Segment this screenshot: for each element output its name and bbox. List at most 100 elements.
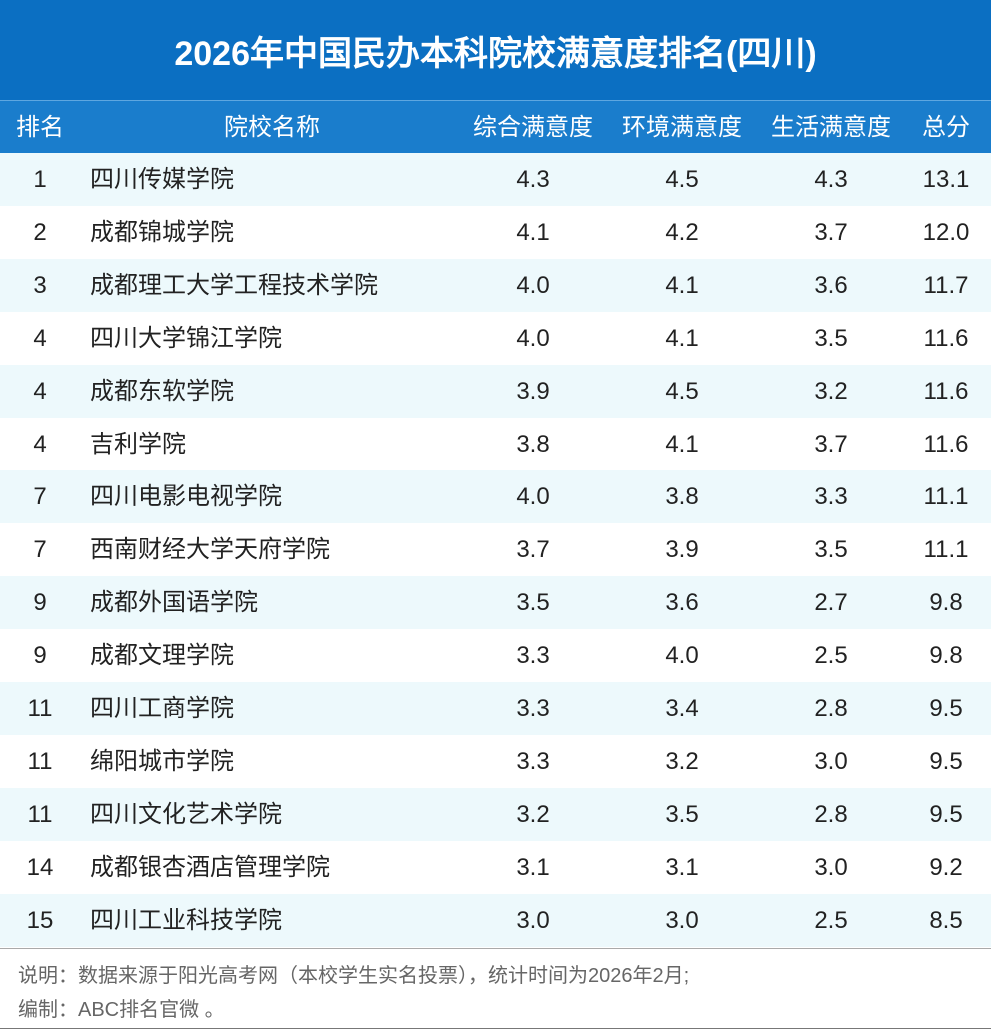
table-cell: 4.1 xyxy=(665,430,699,458)
table-row: 11 绵阳城市学院 3.3 3.2 3.0 9.5 xyxy=(0,735,991,788)
table-cell: 3.7 xyxy=(814,218,848,246)
table-cell: 吉利学院 xyxy=(90,430,186,458)
table-cell: 3.9 xyxy=(665,536,699,564)
table-cell: 3.0 xyxy=(814,853,848,881)
table-cell: 4.1 xyxy=(516,218,550,246)
table-cell: 4 xyxy=(33,430,47,458)
table-row: 14 成都银杏酒店管理学院 3.1 3.1 3.0 9.2 xyxy=(0,841,991,894)
table-cell: 2.5 xyxy=(814,906,848,934)
table-cell: 1 xyxy=(33,166,47,193)
table-row: 15 四川工业科技学院 3.0 3.0 2.5 8.5 xyxy=(0,893,991,947)
table-cell: 3.5 xyxy=(814,536,848,564)
table-cell: 11.1 xyxy=(923,483,969,511)
table-cell: 3.3 xyxy=(814,483,848,511)
table-cell: 11.7 xyxy=(923,271,969,299)
table-cell: 3.3 xyxy=(516,642,550,670)
table-cell: 2.5 xyxy=(814,642,848,670)
table-row: 3 成都理工大学工程技术学院 4.0 4.1 3.6 11.7 xyxy=(0,258,991,312)
header-cell: 排名 xyxy=(16,114,64,141)
table-cell: 11 xyxy=(27,800,53,828)
table-row: 1 四川传媒学院 4.3 4.5 4.3 13.1 xyxy=(0,153,991,206)
table-row: 4 四川大学锦江学院 4.0 4.1 3.5 11.6 xyxy=(0,312,991,365)
table-cell: 9.5 xyxy=(929,800,963,828)
table-cell: 3.5 xyxy=(665,800,699,828)
table-cell: 3.8 xyxy=(516,430,550,458)
footer-note: 编制：ABC排名官微 。 xyxy=(18,999,225,1021)
header-cell: 生活满意度 xyxy=(771,114,891,141)
table-cell: 3.3 xyxy=(516,747,550,775)
table-row: 4 吉利学院 3.8 4.1 3.7 11.6 xyxy=(0,418,991,471)
table-cell: 3.6 xyxy=(665,589,699,617)
table-cell: 4.0 xyxy=(516,483,550,511)
table-cell: 9.8 xyxy=(929,642,963,670)
table-cell: 2.7 xyxy=(814,589,848,617)
table-row: 9 成都文理学院 3.3 4.0 2.5 9.8 xyxy=(0,629,991,682)
table-cell: 3.5 xyxy=(516,589,550,617)
header-cell: 综合满意度 xyxy=(473,114,593,141)
table-cell: 4.0 xyxy=(516,324,550,352)
table-row: 2 成都锦城学院 4.1 4.2 3.7 12.0 xyxy=(0,206,991,259)
table-cell: 4.0 xyxy=(516,271,550,299)
table-cell: 3.1 xyxy=(516,853,550,881)
table-cell: 3.7 xyxy=(814,430,848,458)
table-cell: 西南财经大学天府学院 xyxy=(90,536,330,564)
header-cell: 院校名称 xyxy=(224,114,320,141)
table-cell: 8.5 xyxy=(929,906,963,934)
table-cell: 成都文理学院 xyxy=(90,642,234,670)
footer-note: 说明：数据来源于阳光高考网（本校学生实名投票），统计时间为2026年2月; xyxy=(18,965,690,987)
table-row: 11 四川工商学院 3.3 3.4 2.8 9.5 xyxy=(0,682,991,735)
table-cell: 9 xyxy=(33,589,47,617)
table-cell: 2.8 xyxy=(814,800,848,828)
table-row: 9 成都外国语学院 3.5 3.6 2.7 9.8 xyxy=(0,576,991,630)
table-cell: 9.5 xyxy=(929,695,963,722)
table-row: 4 成都东软学院 3.9 4.5 3.2 11.6 xyxy=(0,364,991,418)
table-cell: 3.3 xyxy=(516,695,550,722)
table-cell: 绵阳城市学院 xyxy=(90,747,234,775)
table-cell: 成都理工大学工程技术学院 xyxy=(90,271,378,299)
table-cell: 3.6 xyxy=(814,271,848,299)
table-row: 7 四川电影电视学院 4.0 3.8 3.3 11.1 xyxy=(0,470,991,524)
table-cell: 四川传媒学院 xyxy=(90,166,234,193)
title: 2026年中国民办本科院校满意度排名(四川) xyxy=(0,0,991,100)
table-cell: 11.6 xyxy=(923,430,969,458)
table-cell: 7 xyxy=(33,483,47,511)
table-cell: 四川电影电视学院 xyxy=(90,483,282,511)
table-cell: 3.0 xyxy=(665,906,699,934)
header-row: 排名 院校名称 综合满意度 环境满意度 生活满意度 总分 xyxy=(0,100,991,154)
table-cell: 4.3 xyxy=(814,166,848,193)
table-cell: 3.5 xyxy=(814,324,848,352)
table-cell: 4.3 xyxy=(516,166,550,193)
table-cell: 4 xyxy=(33,377,47,405)
table-cell: 3.0 xyxy=(516,906,550,934)
table-cell: 11.6 xyxy=(923,377,969,405)
table-cell: 7 xyxy=(33,536,47,564)
table-cell: 成都银杏酒店管理学院 xyxy=(90,853,330,881)
table-cell: 四川文化艺术学院 xyxy=(90,800,282,828)
table-cell: 15 xyxy=(26,906,54,934)
table-cell: 9.8 xyxy=(929,589,963,617)
table-cell: 4.5 xyxy=(665,166,699,193)
table-cell: 4.1 xyxy=(665,271,699,299)
table-cell: 3.2 xyxy=(665,747,699,775)
table-cell: 3.4 xyxy=(665,695,699,722)
table-cell: 3.0 xyxy=(814,747,848,775)
table-cell: 12.0 xyxy=(922,218,970,246)
table-cell: 2 xyxy=(33,218,47,246)
table-cell: 四川工商学院 xyxy=(90,695,234,722)
table-cell: 成都锦城学院 xyxy=(90,218,234,246)
table-cell: 13.1 xyxy=(922,166,970,193)
table-row: 11 四川文化艺术学院 3.2 3.5 2.8 9.5 xyxy=(0,787,991,841)
table-cell: 3.8 xyxy=(665,483,699,511)
table-cell: 9 xyxy=(33,642,47,670)
table-cell: 4.2 xyxy=(665,218,699,246)
table-cell: 11.1 xyxy=(923,536,969,564)
table-cell: 14 xyxy=(26,853,54,881)
table-cell: 3.2 xyxy=(814,377,848,405)
table-cell: 11 xyxy=(27,747,53,775)
header-cell: 总分 xyxy=(922,114,970,141)
table-cell: 3.2 xyxy=(516,800,550,828)
table-cell: 9.2 xyxy=(929,853,963,881)
table-cell: 2.8 xyxy=(814,695,848,722)
footer: 说明：数据来源于阳光高考网（本校学生实名投票），统计时间为2026年2月; 编制… xyxy=(0,948,991,1029)
table-cell: 9.5 xyxy=(929,747,963,775)
